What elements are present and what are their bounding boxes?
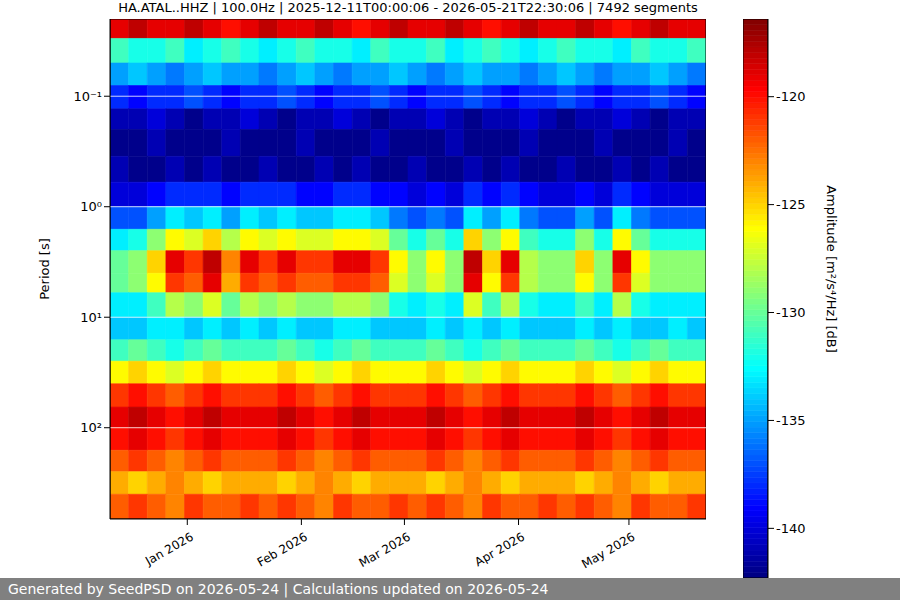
svg-text:Apr 2026: Apr 2026 bbox=[472, 530, 527, 570]
svg-text:Mar 2026: Mar 2026 bbox=[357, 530, 413, 571]
svg-text:Feb 2026: Feb 2026 bbox=[255, 530, 310, 570]
svg-text:-135: -135 bbox=[776, 413, 806, 428]
svg-text:May 2026: May 2026 bbox=[579, 530, 637, 572]
svg-text:Period [s]: Period [s] bbox=[37, 238, 52, 300]
svg-text:10⁰: 10⁰ bbox=[80, 199, 102, 214]
svg-text:Jan 2026: Jan 2026 bbox=[142, 530, 196, 569]
svg-text:-140: -140 bbox=[776, 521, 806, 536]
svg-text:10⁻¹: 10⁻¹ bbox=[73, 89, 102, 104]
svg-text:-125: -125 bbox=[776, 197, 806, 212]
svg-text:-120: -120 bbox=[776, 89, 806, 104]
svg-text:10¹: 10¹ bbox=[80, 310, 102, 325]
svg-text:10²: 10² bbox=[80, 420, 102, 435]
html-text:Generated by SeedPSD on 2026-0: Generated by SeedPSD on 2026-05-24 | Cal… bbox=[8, 581, 549, 597]
html-text:HA.ATAL..HHZ | 100.0Hz | 2025-: HA.ATAL..HHZ | 100.0Hz | 2025-12-11T00:0… bbox=[118, 0, 698, 15]
svg-text:Amplitude [m²/s⁴/Hz] [dB]: Amplitude [m²/s⁴/Hz] [dB] bbox=[824, 185, 839, 353]
svg-text:-130: -130 bbox=[776, 305, 806, 320]
